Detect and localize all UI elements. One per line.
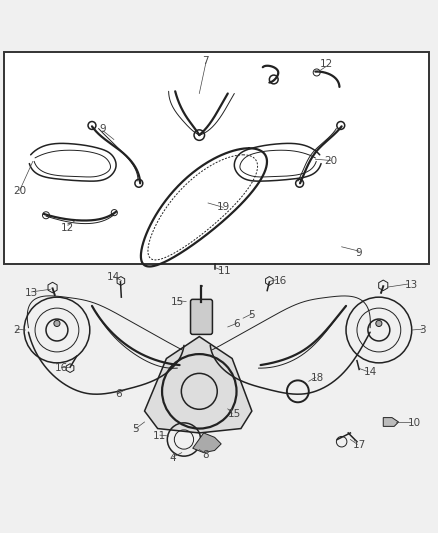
Text: 15: 15	[228, 409, 241, 419]
Text: 20: 20	[13, 186, 26, 196]
Text: 8: 8	[202, 450, 209, 460]
Text: 1: 1	[218, 266, 225, 276]
FancyBboxPatch shape	[191, 300, 212, 334]
Text: 17: 17	[353, 440, 366, 450]
FancyBboxPatch shape	[4, 52, 429, 264]
Text: 10: 10	[407, 418, 420, 428]
Text: 4: 4	[170, 454, 177, 463]
Polygon shape	[193, 433, 221, 453]
Text: 7: 7	[202, 55, 209, 66]
Text: 14: 14	[107, 272, 120, 282]
Text: 15: 15	[171, 296, 184, 306]
Text: 6: 6	[233, 319, 240, 329]
Text: 14: 14	[364, 367, 377, 377]
Text: 9: 9	[356, 248, 363, 259]
Text: 19: 19	[217, 203, 230, 212]
Text: 5: 5	[132, 424, 139, 434]
Text: 1: 1	[223, 266, 230, 276]
Text: 3: 3	[419, 325, 426, 335]
Text: 13: 13	[405, 280, 418, 290]
Text: 16: 16	[55, 363, 68, 373]
Text: 6: 6	[115, 390, 122, 399]
Text: 18: 18	[311, 373, 324, 383]
Circle shape	[376, 320, 382, 327]
Text: 16: 16	[274, 276, 287, 286]
Text: 13: 13	[25, 288, 38, 298]
Text: 11: 11	[153, 431, 166, 441]
Text: 2: 2	[13, 325, 20, 335]
Text: 12: 12	[61, 223, 74, 233]
Text: 5: 5	[248, 310, 255, 320]
Text: 9: 9	[99, 124, 106, 134]
Circle shape	[54, 320, 60, 327]
Text: 12: 12	[320, 59, 333, 69]
Polygon shape	[145, 336, 252, 433]
Text: 20: 20	[324, 156, 337, 166]
Polygon shape	[383, 418, 399, 426]
